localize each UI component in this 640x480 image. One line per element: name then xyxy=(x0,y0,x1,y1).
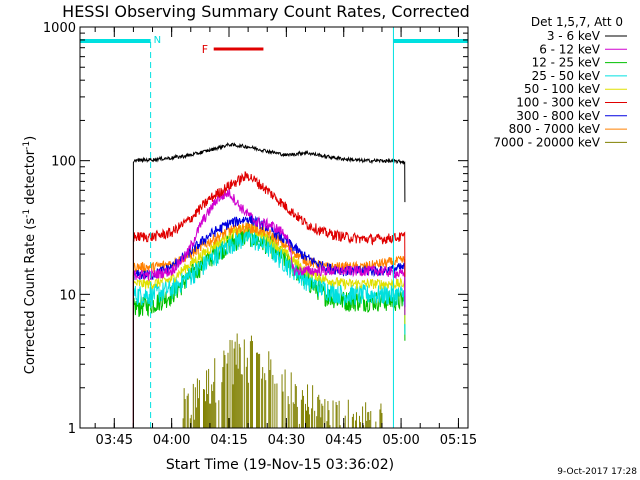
x-tick-label: 04:15 xyxy=(210,433,247,448)
x-tick-label: 04:00 xyxy=(153,433,190,448)
axes-layer: 1 10 100 1000 03:45 04:00 04:15 04:30 04:45 05:00… xyxy=(43,21,477,448)
legend-entry-label: 300 - 800 keV xyxy=(516,109,600,123)
legend-entry-label: 12 - 25 keV xyxy=(532,56,601,70)
legend-entry-label: 800 - 7000 keV xyxy=(509,122,601,136)
y-tick-label: 10 xyxy=(59,288,76,303)
y-axis-label-main: Corrected Count Rate (s xyxy=(23,218,38,375)
legend-entry-label: 3 - 6 keV xyxy=(547,29,601,43)
chart-title: HESSI Observing Summary Count Rates, Cor… xyxy=(62,2,470,21)
y-axis-label-sup2: -1 xyxy=(22,141,32,150)
x-tick-label: 05:15 xyxy=(440,433,477,448)
legend-entry-label: 7000 - 20000 keV xyxy=(493,135,600,149)
x-tick-label: 05:00 xyxy=(382,433,419,448)
series-line-100-300-kev xyxy=(132,171,406,428)
y-axis-label-end: ) xyxy=(23,136,38,141)
footer-date: 9-Oct-2017 17:28 xyxy=(557,467,637,477)
flare-label: F xyxy=(202,43,208,56)
y-tick-label: 1000 xyxy=(43,21,76,36)
plot-frame xyxy=(79,26,469,429)
x-tick-label: 03:45 xyxy=(96,433,133,448)
y-axis-label-sup1: -1 xyxy=(22,209,32,218)
y-axis-label: Corrected Count Rate (s-1 detector-1) xyxy=(22,136,38,374)
x-tick-label: 04:30 xyxy=(268,433,305,448)
x-tick-label: 04:45 xyxy=(325,433,362,448)
series-line-6-12-kev xyxy=(132,188,406,428)
x-axis-label: Start Time (19-Nov-15 03:36:02) xyxy=(166,457,394,473)
night-label: N xyxy=(154,35,161,46)
legend-title: Det 1,5,7, Att 0 xyxy=(531,15,623,29)
legend-entry-label: 50 - 100 keV xyxy=(524,82,601,96)
y-tick-label: 100 xyxy=(51,155,76,170)
series-layer xyxy=(132,142,406,428)
legend-entry-label: 25 - 50 keV xyxy=(532,69,601,83)
series-line-3-6-kev xyxy=(132,142,406,428)
series-7000-20000-kev xyxy=(182,333,383,428)
legend-entry-label: 100 - 300 keV xyxy=(516,96,600,110)
y-axis-label-mid: detector xyxy=(23,149,38,209)
y-tick-label: 1 xyxy=(68,422,76,437)
legend-entry-label: 6 - 12 keV xyxy=(539,42,601,56)
